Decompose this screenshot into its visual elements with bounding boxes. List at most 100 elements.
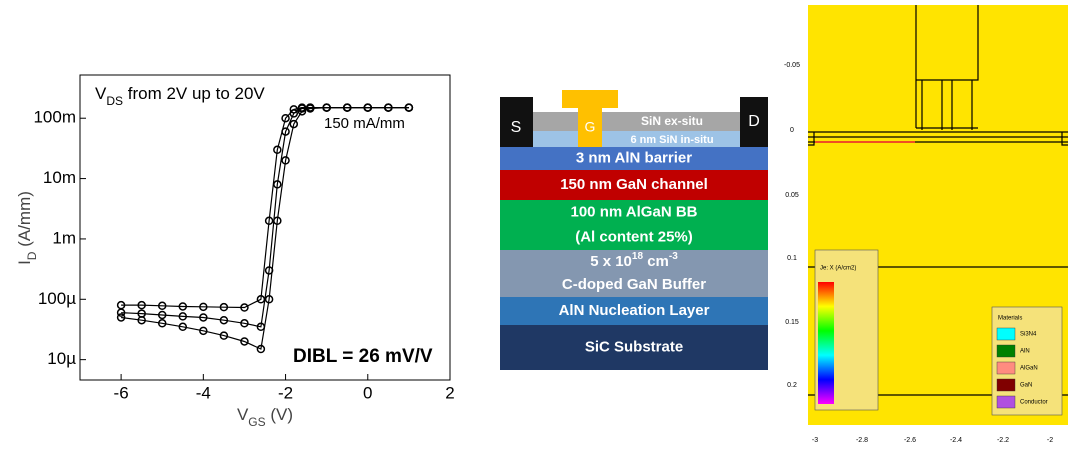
- layer-label: AlN Nucleation Layer: [559, 302, 710, 319]
- condition-note-part: DS: [106, 94, 123, 108]
- material-swatch: [996, 327, 1016, 341]
- y-tick-label: 1m: [52, 228, 76, 247]
- data-point: [116, 308, 126, 317]
- sim-y-tick: 0.05: [785, 192, 799, 199]
- data-point: [219, 302, 229, 312]
- x-axis-label-part: V: [237, 405, 249, 424]
- sim-x-tick: -2.8: [856, 437, 868, 444]
- data-point: [264, 295, 274, 304]
- data-point: [116, 313, 126, 322]
- sim-y-tick: 0: [790, 127, 794, 134]
- data-point: [281, 113, 290, 123]
- annotation: DIBL = 26 mV/V: [293, 346, 433, 367]
- condition-note-part: from 2V up to 20V: [123, 84, 265, 103]
- y-tick-label: 100µ: [38, 289, 76, 308]
- data-point: [264, 216, 274, 226]
- x-tick-label: -4: [196, 383, 211, 402]
- layer-label: 150 nm GaN channel: [560, 176, 708, 193]
- series-line: [121, 107, 409, 350]
- data-point: [342, 103, 352, 112]
- x-tick-label: -6: [114, 383, 129, 402]
- data-point: [305, 104, 315, 113]
- data-point: [384, 103, 393, 112]
- layer: [500, 200, 768, 250]
- sim-x-tick: -2.6: [904, 437, 916, 444]
- sim-x-tick: -2: [1047, 437, 1053, 444]
- colorbar-title: Je: X (A/cm2): [820, 266, 856, 272]
- data-point: [199, 313, 208, 322]
- data-point: [322, 103, 331, 112]
- material-label: Si3N4: [1020, 332, 1037, 338]
- data-point: [178, 302, 188, 311]
- annotation: 150 mA/mm: [324, 115, 405, 132]
- data-point: [240, 303, 249, 312]
- data-point: [178, 322, 188, 332]
- data-point: [157, 319, 167, 328]
- condition-note-part: V: [95, 84, 107, 103]
- data-point: [240, 319, 249, 328]
- colorbar: [818, 282, 834, 404]
- x-tick-label: 2: [445, 383, 454, 402]
- y-axis-label-part: (A/mm): [15, 191, 34, 251]
- x-tick-label: 0: [363, 383, 372, 402]
- contact-label: G: [585, 119, 596, 135]
- material-label: GaN: [1020, 383, 1032, 389]
- layer: [500, 250, 768, 297]
- contact-label: D: [748, 113, 760, 130]
- data-point: [178, 312, 188, 321]
- condition-note: VDS from 2V up to 20V: [95, 84, 265, 108]
- data-point: [363, 103, 373, 112]
- layer-label: (Al content 25%): [575, 228, 693, 245]
- data-point: [289, 109, 299, 118]
- layer-label-part: cm: [643, 253, 669, 270]
- data-point: [157, 301, 167, 311]
- y-tick-label: 10m: [43, 168, 76, 187]
- contact-label: S: [511, 119, 522, 136]
- material-label: AlN: [1020, 349, 1030, 355]
- data-point: [404, 103, 414, 112]
- material-swatch: [996, 344, 1016, 358]
- layer: [500, 147, 768, 170]
- source-contact: [500, 97, 533, 147]
- data-point: [273, 180, 282, 189]
- passivation-label: 6 nm SiN in-situ: [630, 134, 713, 146]
- data-point: [219, 315, 229, 325]
- sim-y-tick: 0.15: [785, 319, 799, 326]
- data-point: [137, 300, 146, 310]
- x-axis-label: VGS (V): [237, 405, 293, 429]
- sim-x-tick: -3: [812, 437, 818, 444]
- material-swatch: [996, 361, 1016, 375]
- layer-label: C-doped GaN Buffer: [562, 276, 706, 293]
- data-point: [240, 337, 249, 346]
- x-axis-label-part: (V): [266, 405, 293, 424]
- series-line: [121, 107, 409, 328]
- layer-label: 100 nm AlGaN BB: [571, 203, 698, 220]
- y-tick-label: 100m: [33, 108, 76, 127]
- data-point: [137, 315, 146, 325]
- data-point: [289, 119, 299, 129]
- data-point: [157, 310, 167, 320]
- sim-y-tick: 0.1: [787, 255, 797, 262]
- layer-label-part: 5 x 10: [590, 253, 632, 270]
- series-line: [121, 107, 409, 309]
- layer-label: SiC Substrate: [585, 338, 683, 355]
- data-point: [281, 156, 290, 165]
- gate-stem: [578, 108, 602, 147]
- y-axis-label-part: I: [15, 260, 34, 265]
- data-point: [219, 331, 229, 340]
- data-point: [273, 216, 282, 226]
- drain-contact: [740, 97, 768, 147]
- y-axis-label-part: D: [25, 251, 39, 260]
- material-swatch: [996, 378, 1016, 392]
- data-point: [281, 127, 290, 136]
- material-label: Conductor: [1020, 400, 1048, 406]
- y-axis-label: ID (A/mm): [15, 191, 39, 265]
- plot-frame: [79, 74, 451, 381]
- material-swatch: [996, 395, 1016, 409]
- passivation-label: SiN ex-situ: [641, 114, 703, 128]
- gate-head: [562, 90, 618, 108]
- layer: [500, 325, 768, 370]
- layer-label-part: -3: [669, 251, 678, 262]
- materials-title: Materials: [998, 316, 1022, 322]
